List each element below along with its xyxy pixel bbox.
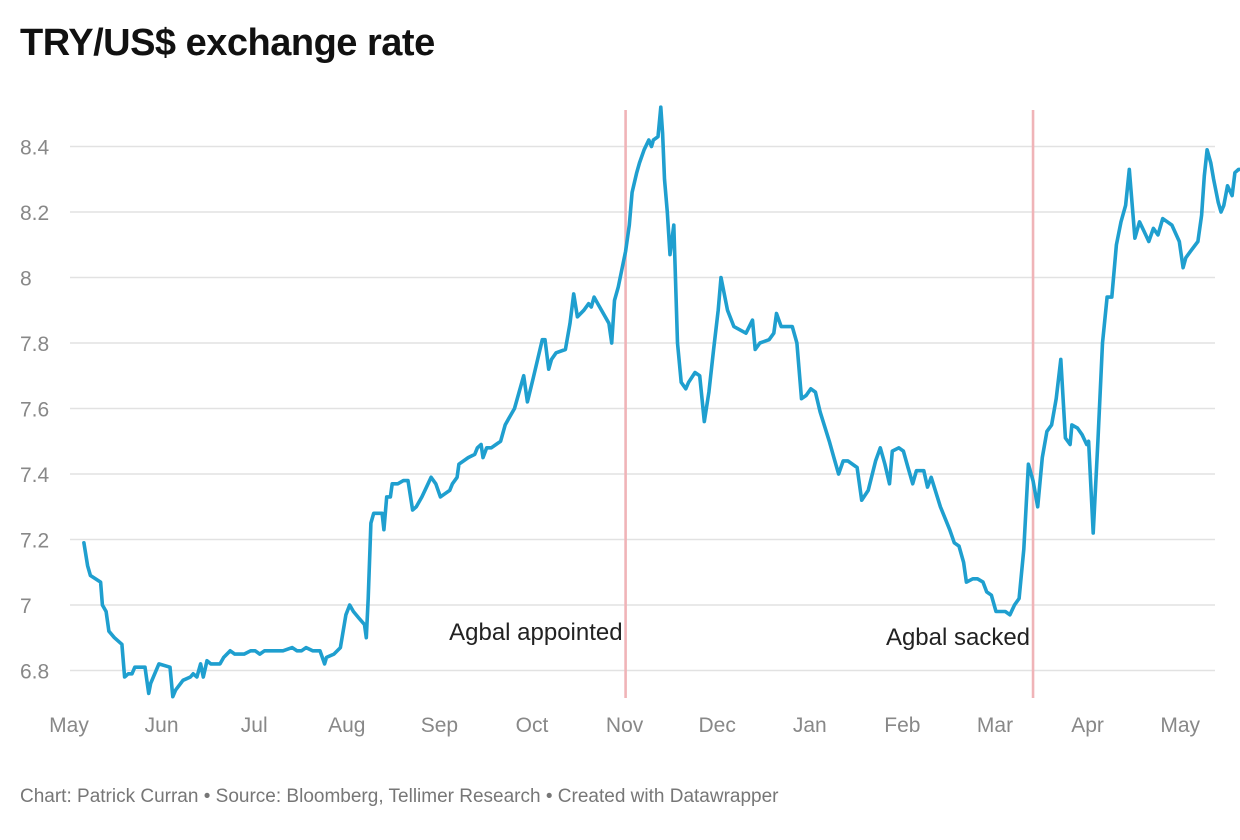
y-tick-label: 8.4 <box>20 137 50 160</box>
gridlines <box>70 145 1215 672</box>
x-tick-label: Mar <box>977 714 1013 737</box>
y-tick-label: 8 <box>20 268 32 291</box>
x-tick-label: May <box>1160 714 1200 737</box>
x-tick-label: Aug <box>328 714 365 737</box>
event-annotation: Agbal sacked <box>886 624 1030 651</box>
x-tick-label: Feb <box>884 714 920 737</box>
x-tick-label: Sep <box>421 714 458 737</box>
x-tick-label: Apr <box>1071 714 1104 737</box>
y-tick-label: 7 <box>20 595 32 618</box>
y-tick-label: 7.6 <box>20 399 49 422</box>
footer-separator: • <box>545 786 553 807</box>
x-tick-label: Jan <box>793 714 827 737</box>
exchange-rate-line <box>82 105 1240 699</box>
y-tick-label: 7.8 <box>20 333 49 356</box>
event-markers: Agbal appointed Agbal sacked <box>449 110 1035 698</box>
chart-title: TRY/US$ exchange rate <box>20 22 435 64</box>
x-tick-label: Jun <box>145 714 179 737</box>
chart-footer: Chart: Patrick Curran • Source: Bloomber… <box>20 786 779 808</box>
y-tick-label: 6.8 <box>20 661 49 684</box>
x-tick-label: Dec <box>699 714 736 737</box>
x-tick-label: May <box>49 714 89 737</box>
y-tick-label: 7.4 <box>20 464 50 487</box>
line-chart: 6.8 7 7.2 7.4 7.6 7.8 8 8.2 8.4 May Jun Jul Aug Sep O… <box>20 105 1240 737</box>
footer-separator: • <box>203 786 211 807</box>
x-tick-label: Oct <box>516 714 549 737</box>
x-axis: May Jun Jul Aug Sep Oct Nov Dec Jan Feb Mar Apr May <box>49 714 1200 737</box>
x-tick-label: Jul <box>241 714 268 737</box>
event-annotation: Agbal appointed <box>449 619 622 646</box>
footer-source: Source: Bloomberg, Tellimer Research <box>215 786 541 807</box>
footer-author: Chart: Patrick Curran <box>20 786 199 807</box>
footer-created: Created with Datawrapper <box>557 786 779 807</box>
y-tick-label: 8.2 <box>20 202 49 225</box>
y-tick-label: 7.2 <box>20 530 49 553</box>
x-tick-label: Nov <box>606 714 644 737</box>
y-axis: 6.8 7 7.2 7.4 7.6 7.8 8 8.2 8.4 <box>20 137 50 684</box>
